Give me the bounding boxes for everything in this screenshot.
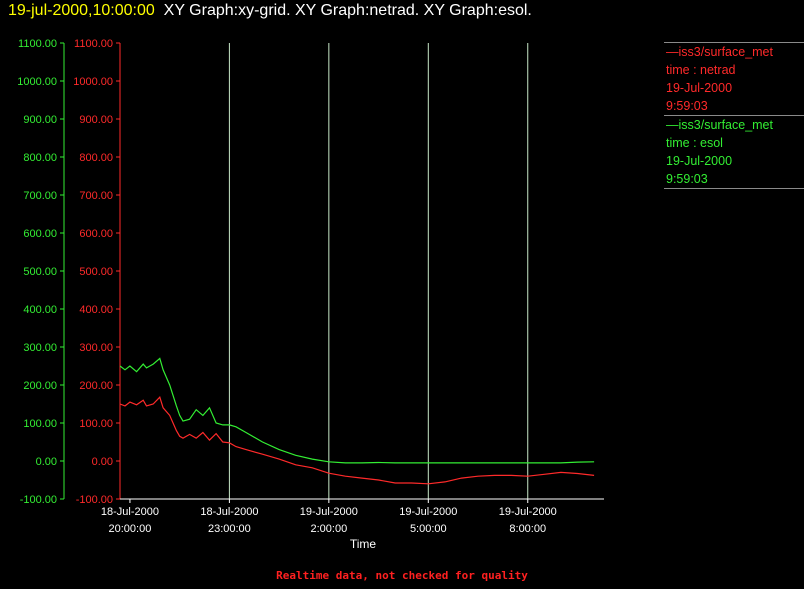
y-tick-label-esol: -100.00 (20, 494, 57, 506)
y-tick-label-netrad: -100.00 (76, 494, 113, 506)
y-tick-label-esol: 0.00 (36, 456, 57, 468)
quality-note: Realtime data, not checked for quality (276, 569, 528, 582)
x-tick-date: 19-Jul-2000 (499, 506, 557, 518)
y-tick-label-esol: 400.00 (23, 304, 57, 316)
x-tick-time: 5:00:00 (410, 523, 447, 535)
legend-field: time : netrad (666, 63, 736, 77)
y-tick-label-netrad: 700.00 (79, 190, 113, 202)
y-tick-label-esol: 1000.00 (17, 76, 57, 88)
graph-title-bar: 19-jul-2000,10:00:00 XY Graph:xy-grid. X… (8, 2, 532, 20)
x-tick-date: 19-Jul-2000 (399, 506, 457, 518)
y-tick-label-esol: 200.00 (23, 380, 57, 392)
graph-titles: XY Graph:xy-grid. XY Graph:netrad. XY Gr… (163, 2, 532, 19)
legend-time: 9:59:03 (666, 99, 708, 113)
y-tick-label-esol: 900.00 (23, 114, 57, 126)
y-tick-label-esol: 300.00 (23, 342, 57, 354)
x-axis-label: Time (350, 537, 377, 551)
y-tick-label-netrad: 600.00 (79, 228, 113, 240)
y-tick-label-netrad: 100.00 (79, 418, 113, 430)
legend: —iss3/surface_met time : netrad 19-Jul-200… (664, 42, 804, 189)
y-tick-label-netrad: 400.00 (79, 304, 113, 316)
y-tick-label-esol: 700.00 (23, 190, 57, 202)
x-tick-time: 23:00:00 (208, 523, 251, 535)
x-tick-date: 18-Jul-2000 (101, 506, 159, 518)
series-line-esol (119, 357, 595, 464)
y-tick-label-netrad: 800.00 (79, 152, 113, 164)
legend-source: —iss3/surface_met (666, 118, 773, 132)
y-tick-label-netrad: 200.00 (79, 380, 113, 392)
series-line-netrad (119, 396, 595, 485)
legend-source: —iss3/surface_met (666, 45, 773, 59)
y-tick-label-esol: 500.00 (23, 266, 57, 278)
y-tick-label-netrad: 1100.00 (74, 38, 113, 50)
y-tick-label-netrad: 1000.00 (73, 76, 113, 88)
legend-field: time : esol (666, 136, 723, 150)
y-tick-label-esol: 600.00 (23, 228, 57, 240)
x-tick-time: 20:00:00 (109, 523, 152, 535)
legend-date: 19-Jul-2000 (666, 81, 733, 95)
y-tick-label-netrad: 300.00 (79, 342, 113, 354)
y-tick-label-netrad: 0.00 (92, 456, 113, 468)
y-tick-label-netrad: 900.00 (79, 114, 113, 126)
x-tick-time: 8:00:00 (509, 523, 546, 535)
x-tick-date: 18-Jul-2000 (200, 506, 258, 518)
graph-timestamp: 19-jul-2000,10:00:00 (8, 2, 155, 19)
y-tick-label-netrad: 500.00 (79, 266, 113, 278)
y-tick-label-esol: 100.00 (23, 418, 57, 430)
legend-date: 19-Jul-2000 (666, 154, 733, 168)
y-tick-label-esol: 800.00 (23, 152, 57, 164)
x-tick-date: 19-Jul-2000 (300, 506, 358, 518)
x-tick-time: 2:00:00 (310, 523, 347, 535)
legend-time: 9:59:03 (666, 172, 708, 186)
y-tick-label-esol: 1100.00 (18, 38, 57, 50)
